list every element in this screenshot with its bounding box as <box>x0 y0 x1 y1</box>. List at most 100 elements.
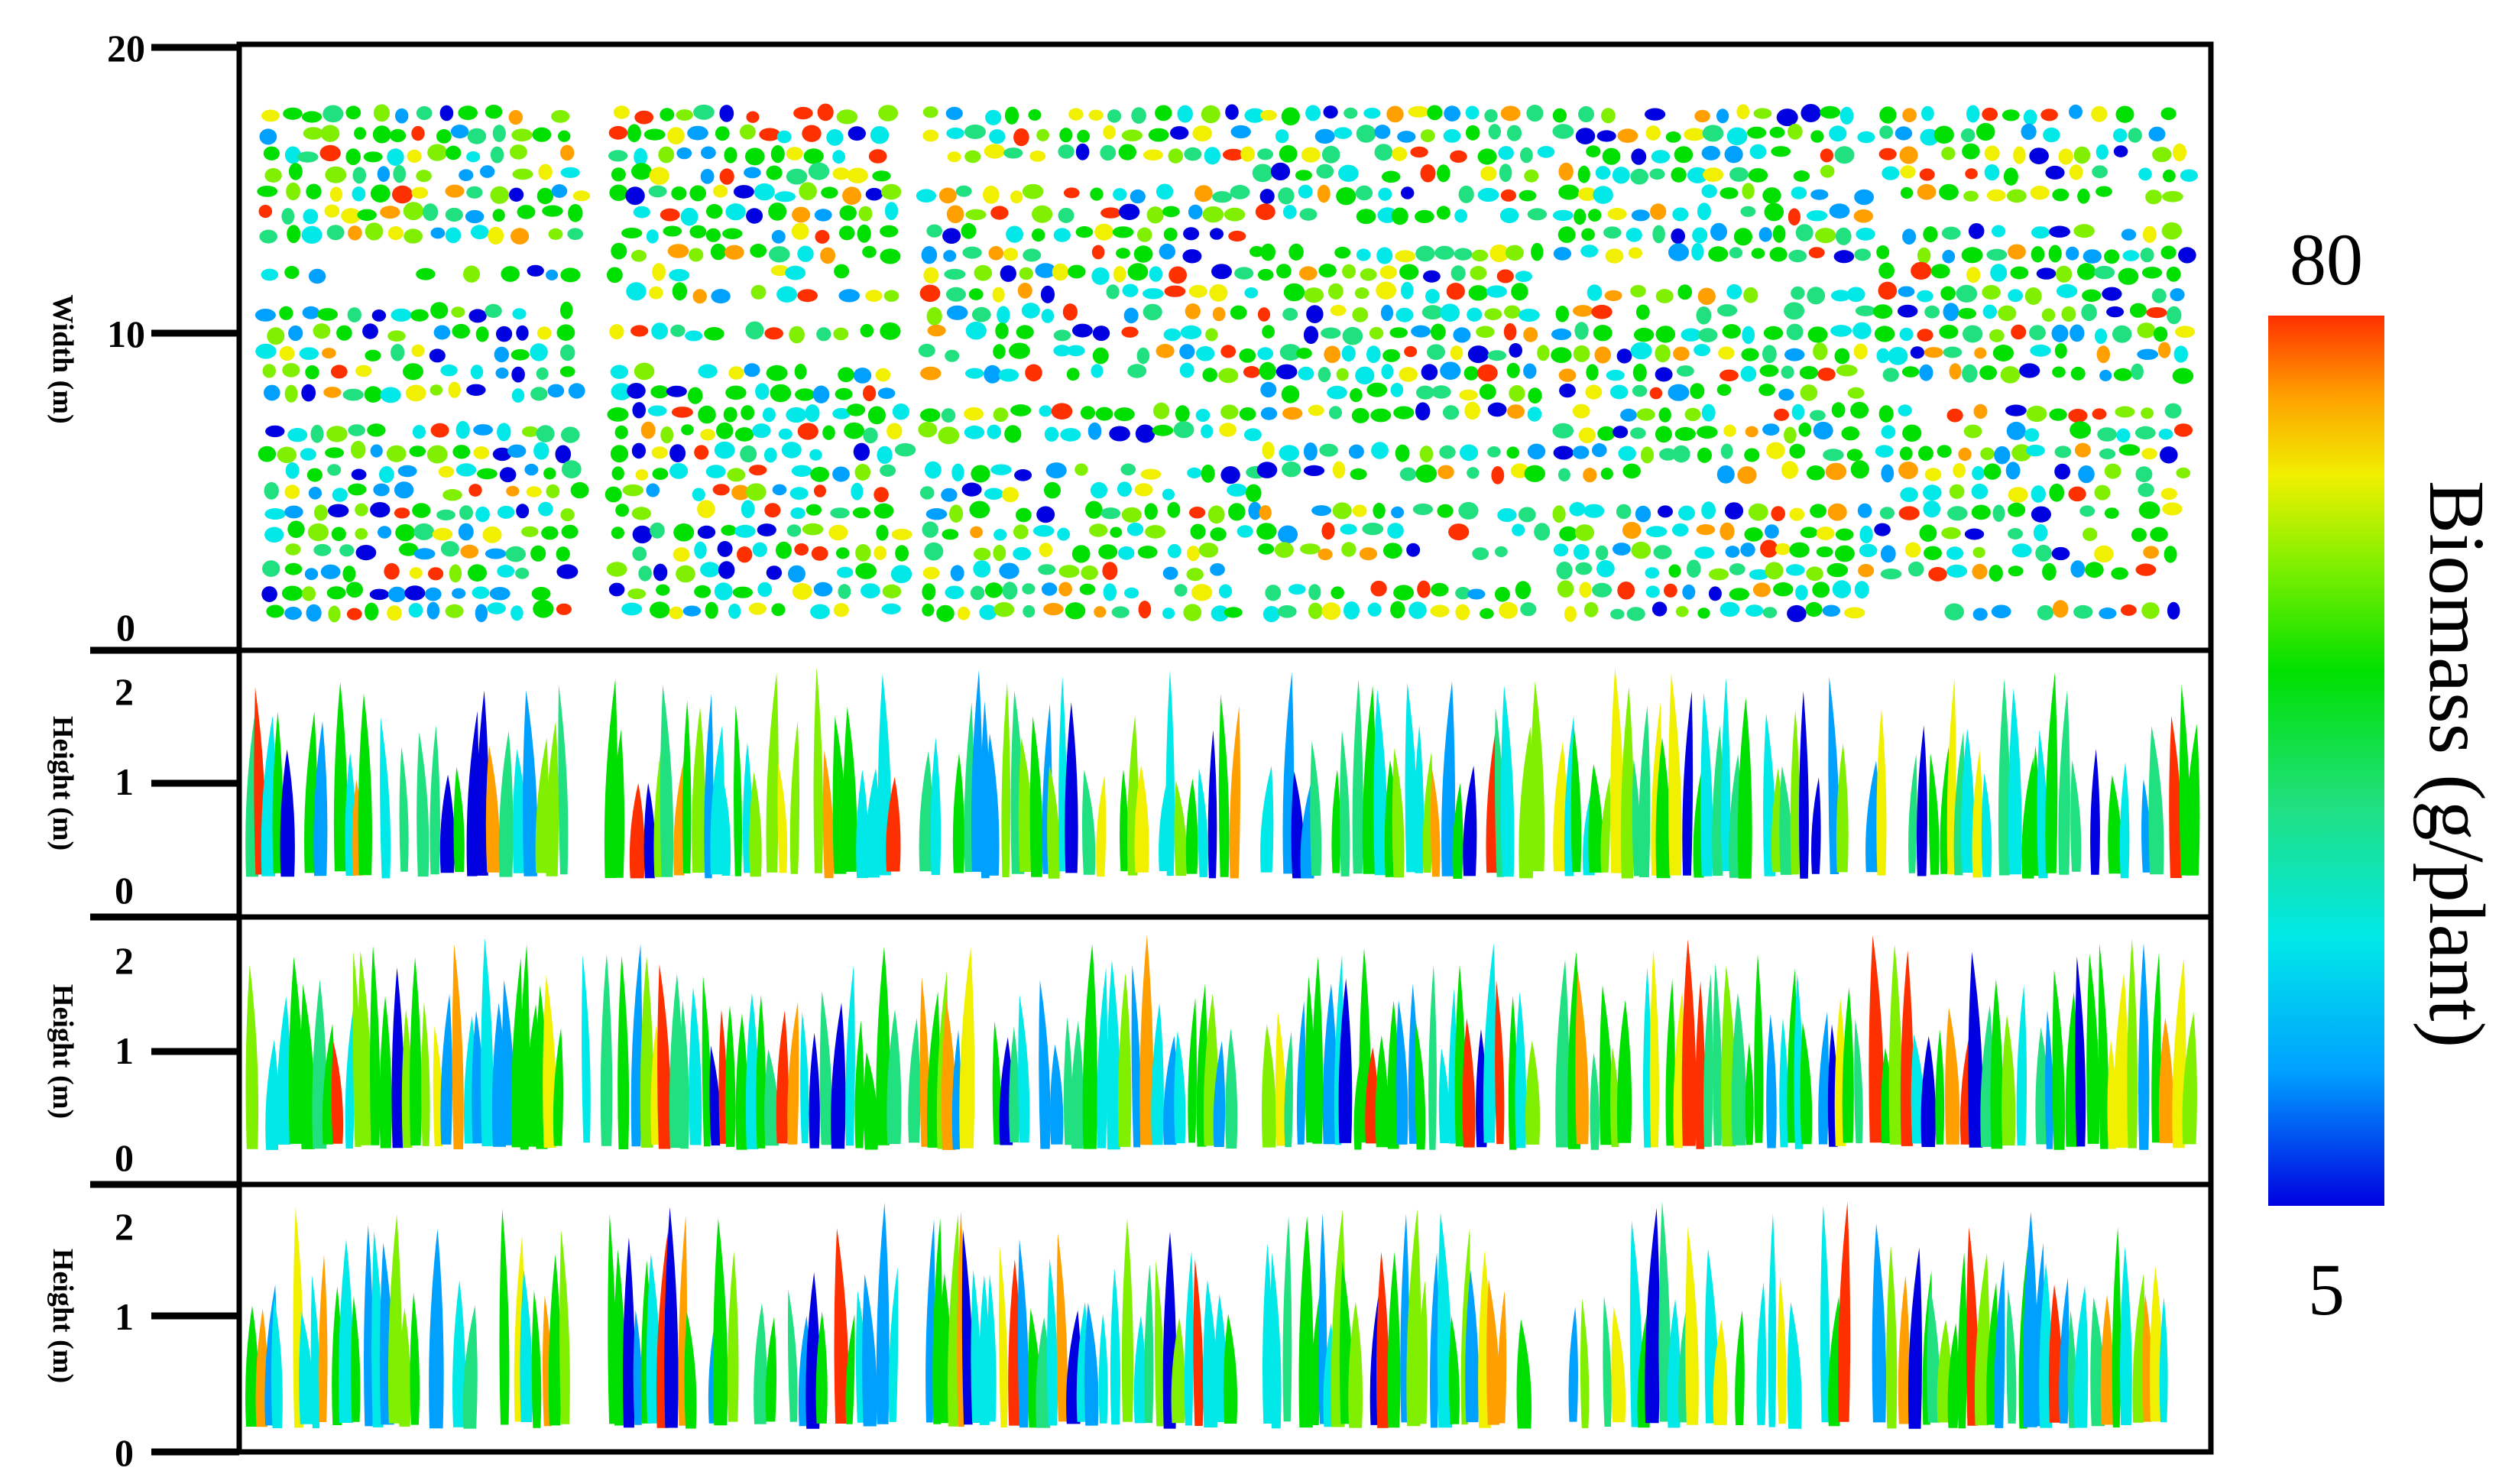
plant-point <box>704 327 724 341</box>
plant-point <box>365 602 379 620</box>
plant-point <box>732 586 754 598</box>
plant-point <box>1946 546 1964 560</box>
plant-stalk <box>919 977 930 1147</box>
plant-point <box>924 542 944 561</box>
plant-point <box>371 309 387 322</box>
plant-point <box>327 464 342 476</box>
plant-point <box>1504 305 1521 319</box>
plant-point <box>2092 165 2108 179</box>
plant-point <box>1722 324 1741 339</box>
plant-stalk <box>1854 1019 1863 1144</box>
plant-point <box>2054 446 2072 458</box>
side-view-3-panel: 2 1 0 Height (m) <box>47 1181 2214 1474</box>
plant-point <box>1227 483 1247 497</box>
plant-stalk <box>369 945 381 1145</box>
plant-point <box>1976 122 1995 141</box>
plant-stalk <box>1998 679 2011 876</box>
plant-point <box>1342 264 1356 279</box>
plant-point <box>605 486 622 503</box>
plant-point <box>492 447 512 462</box>
plant-point <box>393 165 406 183</box>
plant-point <box>319 144 341 161</box>
plant-point <box>2153 326 2168 342</box>
plant-point <box>473 424 493 436</box>
plant-point <box>404 228 423 244</box>
plant-point <box>797 245 814 262</box>
plant-point <box>1759 365 1779 377</box>
plant-point <box>926 224 942 238</box>
plant-point <box>1990 264 2008 282</box>
side2-tick-label-0: 0 <box>115 1136 134 1179</box>
plant-point <box>1259 361 1276 381</box>
plant-stalk <box>1018 737 1034 872</box>
plant-point <box>1091 245 1105 260</box>
plant-point <box>1632 384 1648 397</box>
plant-point <box>1697 203 1711 221</box>
plant-point <box>1004 106 1019 125</box>
plant-point <box>863 427 878 444</box>
plant-point <box>1356 209 1376 225</box>
plant-point <box>1393 585 1415 601</box>
plant-point <box>487 602 506 614</box>
plant-point <box>776 286 797 303</box>
plant-point <box>867 406 886 425</box>
plant-point <box>770 384 792 403</box>
plant-point <box>919 284 941 303</box>
plant-point <box>1149 266 1163 282</box>
plant-point <box>749 465 767 476</box>
plant-stalk <box>499 1209 510 1425</box>
plant-stalk <box>380 717 391 879</box>
plant-point <box>1081 565 1098 580</box>
plant-point <box>2021 123 2037 140</box>
plant-point <box>1103 125 1116 140</box>
plant-stalk <box>1658 1201 1671 1422</box>
plant-point <box>2118 267 2139 285</box>
plant-stalk <box>1155 1260 1165 1427</box>
plant-point <box>258 446 277 462</box>
plant-stalk <box>1828 1296 1842 1427</box>
plant-point <box>1839 106 1854 125</box>
plant-stalk <box>1063 1017 1073 1145</box>
plant-stalk <box>756 994 767 1149</box>
plant-point <box>430 227 446 239</box>
plant-point <box>1145 525 1166 539</box>
plant-point <box>719 105 734 122</box>
plant-stalk <box>787 1001 799 1145</box>
plant-point <box>1505 245 1524 261</box>
plant-stalk <box>2098 944 2109 1149</box>
plant-point <box>748 602 767 615</box>
plant-point <box>403 202 424 221</box>
plant-stalk <box>1957 1252 1967 1429</box>
colorbar-max-label: 80 <box>2290 219 2363 300</box>
plant-point <box>646 229 659 244</box>
plant-stalk <box>1387 1252 1401 1428</box>
plant-point <box>757 582 773 598</box>
plant-point <box>744 147 765 166</box>
plant-point <box>701 146 716 160</box>
plant-stalk <box>682 700 692 873</box>
plant-point <box>1834 348 1850 365</box>
plant-point <box>373 104 391 122</box>
plant-point <box>667 127 685 145</box>
plant-point <box>2161 222 2182 240</box>
plant-point <box>530 545 546 562</box>
plant-point <box>608 125 628 140</box>
plant-point <box>1270 162 1291 181</box>
plant-point <box>1185 303 1201 319</box>
plant-stalk <box>1668 673 1682 876</box>
plant-point <box>1737 466 1757 484</box>
plant-point <box>1244 108 1266 123</box>
plant-point <box>410 309 429 322</box>
plant-point <box>1740 206 1756 217</box>
plant-point <box>313 543 332 556</box>
plant-point <box>989 129 1006 144</box>
plant-point <box>1477 148 1497 165</box>
plant-point <box>556 564 579 579</box>
plant-point <box>1631 209 1650 222</box>
plant-point <box>322 348 336 359</box>
plant-point <box>1820 164 1835 178</box>
plant-point <box>672 282 688 301</box>
plant-point <box>1701 403 1716 422</box>
plant-point <box>826 129 844 146</box>
plant-point <box>990 206 1009 220</box>
